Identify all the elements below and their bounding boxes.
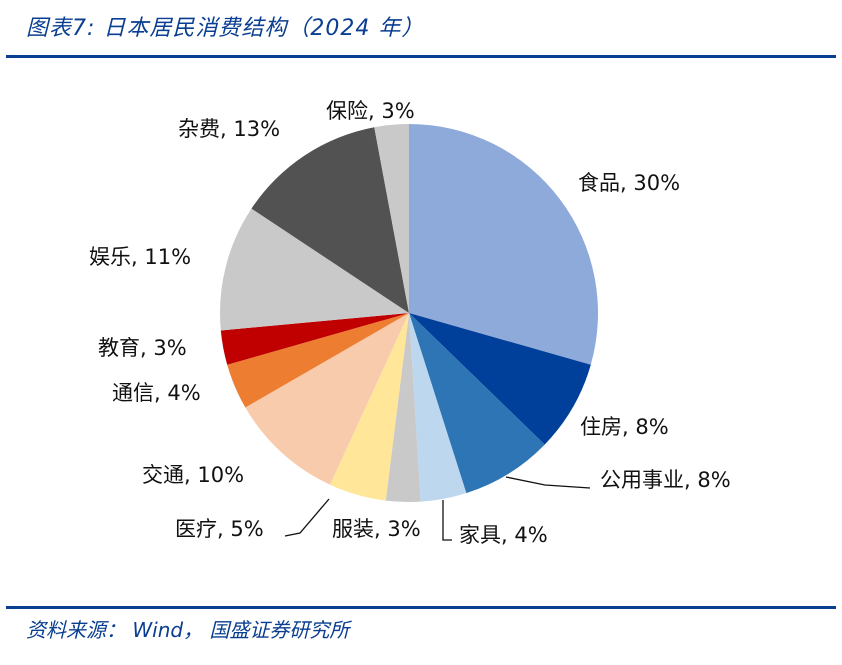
leader-line — [284, 498, 330, 537]
pie-slice-4 — [385, 313, 421, 503]
chart-title: 图表7: 日本居民消费结构（2024 年） — [26, 16, 425, 41]
pie-slice-5 — [330, 313, 409, 501]
slice-label: 医疗, 5% — [175, 517, 264, 541]
slice-label: 交通, 10% — [142, 463, 244, 487]
pie-slice-3 — [409, 313, 467, 502]
slice-label: 住房, 8% — [580, 415, 669, 439]
slice-label: 食品, 30% — [578, 171, 680, 195]
title-divider — [6, 55, 836, 58]
slice-label: 公用事业, 8% — [600, 468, 731, 492]
pie-slice-10 — [251, 127, 409, 313]
pie-slice-1 — [409, 313, 591, 445]
pie-slice-0 — [409, 124, 599, 365]
pie-slice-8 — [220, 313, 409, 365]
slice-label: 杂费, 13% — [178, 117, 280, 141]
slice-label: 教育, 3% — [98, 336, 187, 360]
slice-label: 家具, 4% — [459, 523, 548, 547]
leader-line — [442, 500, 452, 541]
pie-slice-6 — [245, 313, 409, 485]
leader-line — [505, 476, 591, 489]
leader-lines — [284, 476, 591, 541]
pie-slices — [220, 124, 599, 503]
source-divider — [6, 606, 836, 609]
pie-slice-9 — [220, 208, 409, 331]
source-note: 资料来源： Wind， 国盛证券研究所 — [26, 618, 350, 642]
slice-label: 通信, 4% — [112, 381, 201, 405]
slice-label: 服装, 3% — [332, 517, 421, 541]
pie-slice-7 — [227, 313, 409, 408]
data-labels: 食品, 30% 住房, 8% 公用事业, 8% 家具, 4% 服装, 3% 医疗, 5% 交… — [89, 99, 731, 547]
slice-label: 保险, 3% — [326, 99, 415, 123]
slice-label: 娱乐, 11% — [89, 245, 191, 269]
pie-slice-11 — [374, 124, 409, 313]
pie-slice-2 — [409, 313, 545, 494]
